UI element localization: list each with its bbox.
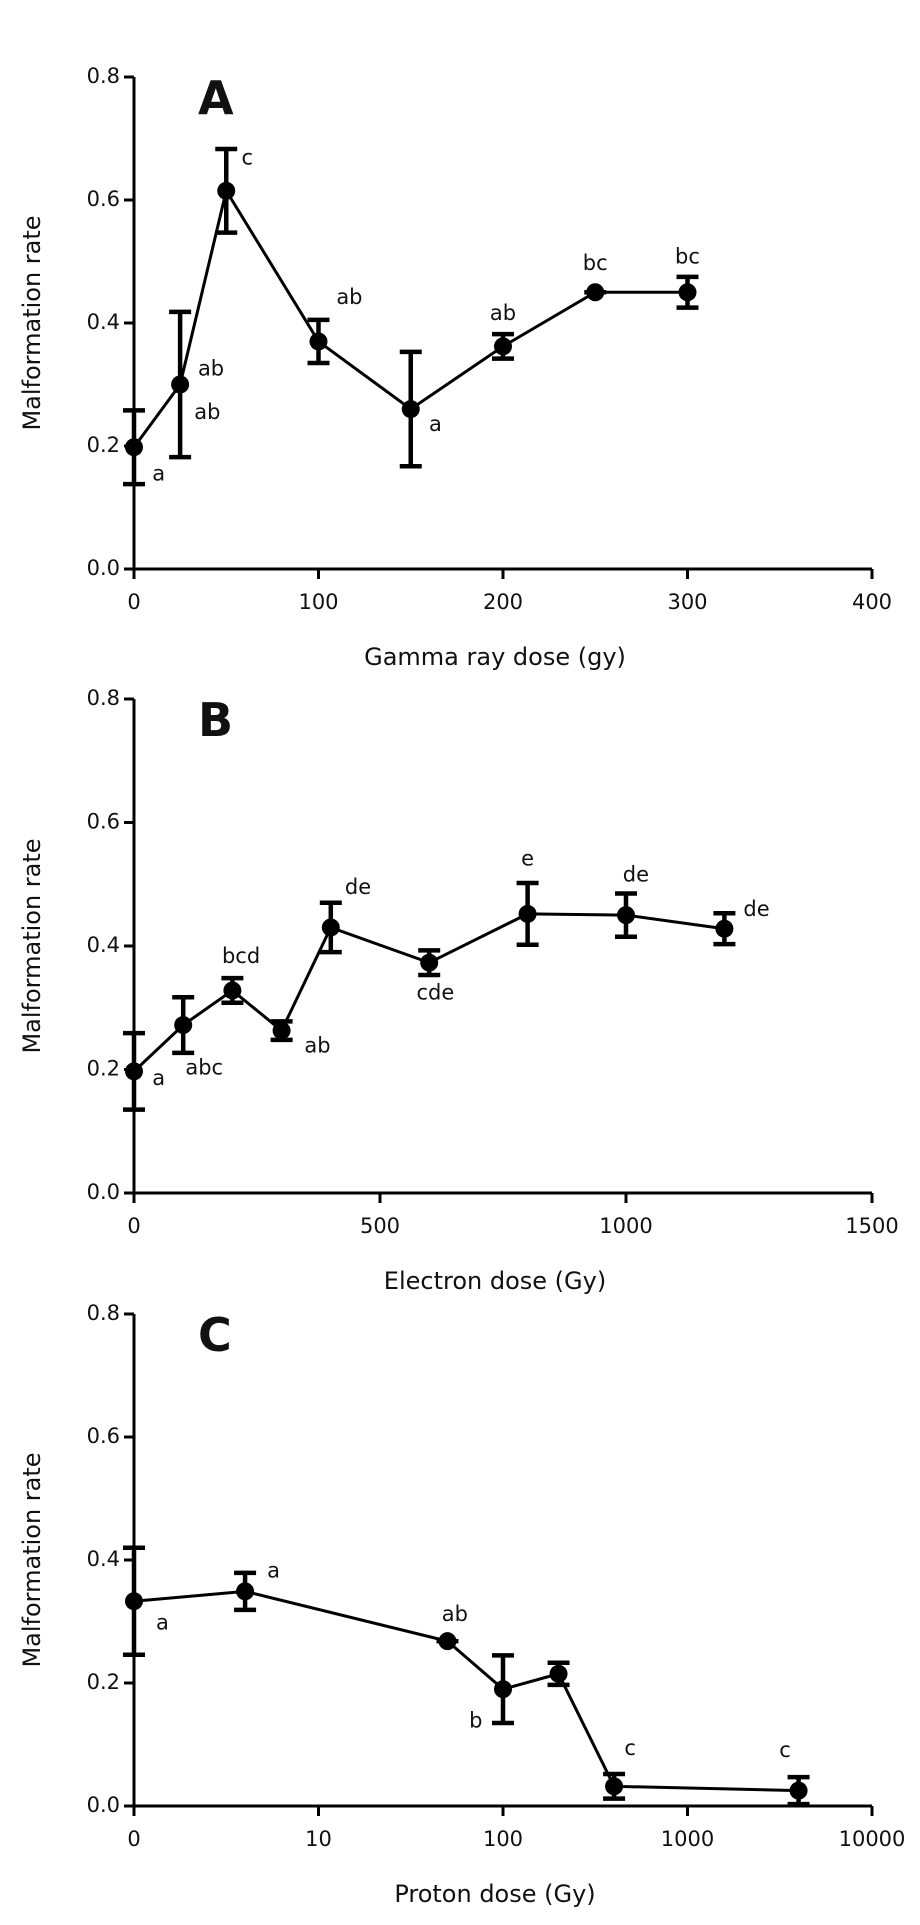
- data-point: [549, 1664, 568, 1683]
- data-point: [789, 1781, 808, 1800]
- significance-label: a: [152, 461, 165, 485]
- y-tick-label: 0.2: [87, 433, 120, 457]
- significance-label: de: [623, 863, 649, 887]
- data-point: [272, 1021, 291, 1040]
- data-point: [617, 906, 635, 925]
- significance-label: de: [743, 897, 769, 921]
- y-tick-label: 0.6: [87, 810, 120, 834]
- significance-label: a: [152, 1066, 165, 1090]
- significance-label: a: [267, 1559, 280, 1583]
- data-point: [678, 283, 697, 302]
- significance-label: c: [242, 146, 254, 170]
- data-point: [420, 953, 439, 972]
- y-tick-label: 0.4: [87, 1547, 120, 1571]
- data-point: [125, 1062, 143, 1081]
- x-tick-label: 100: [298, 590, 338, 614]
- significance-label: de: [345, 875, 371, 899]
- significance-label: abc: [185, 1055, 223, 1079]
- data-point: [309, 332, 328, 351]
- x-tick-label: 0: [127, 590, 140, 614]
- y-tick-label: 0.8: [87, 1301, 120, 1325]
- data-point: [171, 375, 190, 394]
- data-point: [125, 1592, 143, 1611]
- data-point: [494, 1680, 512, 1699]
- x-tick-label: 200: [483, 590, 523, 614]
- x-tick-label: 500: [360, 1214, 400, 1238]
- significance-label: bcd: [222, 944, 260, 968]
- x-tick-label: 1500: [845, 1214, 898, 1238]
- x-tick-label: 1000: [599, 1214, 652, 1238]
- x-axis-label: Gamma ray dose (gy): [364, 643, 626, 671]
- significance-label: a: [429, 412, 442, 436]
- y-tick-label: 0.4: [87, 933, 120, 957]
- panel-label: B: [198, 693, 233, 747]
- data-point: [494, 337, 512, 356]
- data-point: [438, 1632, 457, 1651]
- y-tick-label: 0.2: [87, 1670, 120, 1694]
- significance-label: c: [779, 1738, 791, 1762]
- significance-label: ab: [304, 1034, 330, 1058]
- x-axis-label: Electron dose (Gy): [384, 1267, 606, 1295]
- data-point: [321, 918, 340, 937]
- panel-label: C: [198, 1308, 232, 1362]
- data-point: [174, 1016, 193, 1035]
- x-tick-label: 100: [483, 1827, 523, 1851]
- x-tick-label: 0: [127, 1214, 140, 1238]
- y-tick-label: 0.0: [87, 556, 120, 580]
- panel-label: A: [198, 71, 234, 125]
- data-point: [236, 1582, 255, 1601]
- data-point: [223, 981, 242, 1000]
- significance-label: ab: [490, 301, 516, 325]
- x-tick-label: 0: [127, 1827, 140, 1851]
- data-point: [715, 919, 734, 938]
- x-axis-label: Proton dose (Gy): [394, 1880, 595, 1908]
- y-tick-label: 0.6: [87, 187, 120, 211]
- y-tick-label: 0.4: [87, 310, 120, 334]
- y-axis-label: Malformation rate: [18, 215, 46, 430]
- significance-label: c: [624, 1736, 636, 1760]
- x-tick-label: 10000: [839, 1827, 906, 1851]
- x-tick-label: 400: [852, 590, 892, 614]
- data-point: [518, 904, 537, 923]
- y-tick-label: 0.6: [87, 1424, 120, 1448]
- data-point: [586, 283, 605, 302]
- y-tick-label: 0.8: [87, 686, 120, 710]
- significance-label: b: [469, 1708, 482, 1732]
- data-point: [605, 1777, 624, 1796]
- x-tick-label: 1000: [661, 1827, 714, 1851]
- significance-label: ab: [336, 285, 362, 309]
- y-tick-label: 0.0: [87, 1793, 120, 1817]
- significance-label: ab: [198, 357, 224, 381]
- x-tick-label: 300: [667, 590, 707, 614]
- significance-label: bc: [583, 251, 608, 275]
- significance-label: bc: [675, 245, 700, 269]
- data-point: [217, 181, 236, 200]
- data-point: [125, 438, 143, 457]
- y-tick-label: 0.2: [87, 1057, 120, 1081]
- significance-label: ab: [442, 1602, 468, 1626]
- y-axis-label: Malformation rate: [18, 838, 46, 1053]
- significance-label: a: [156, 1610, 169, 1634]
- y-tick-label: 0.8: [87, 64, 120, 88]
- y-tick-label: 0.0: [87, 1180, 120, 1204]
- x-tick-label: 10: [305, 1827, 332, 1851]
- y-axis-label: Malformation rate: [18, 1452, 46, 1667]
- series-line: [132, 186, 688, 449]
- significance-label: ab: [194, 400, 220, 424]
- significance-label: e: [521, 846, 534, 870]
- significance-label: cde: [416, 981, 454, 1005]
- data-point: [401, 400, 420, 419]
